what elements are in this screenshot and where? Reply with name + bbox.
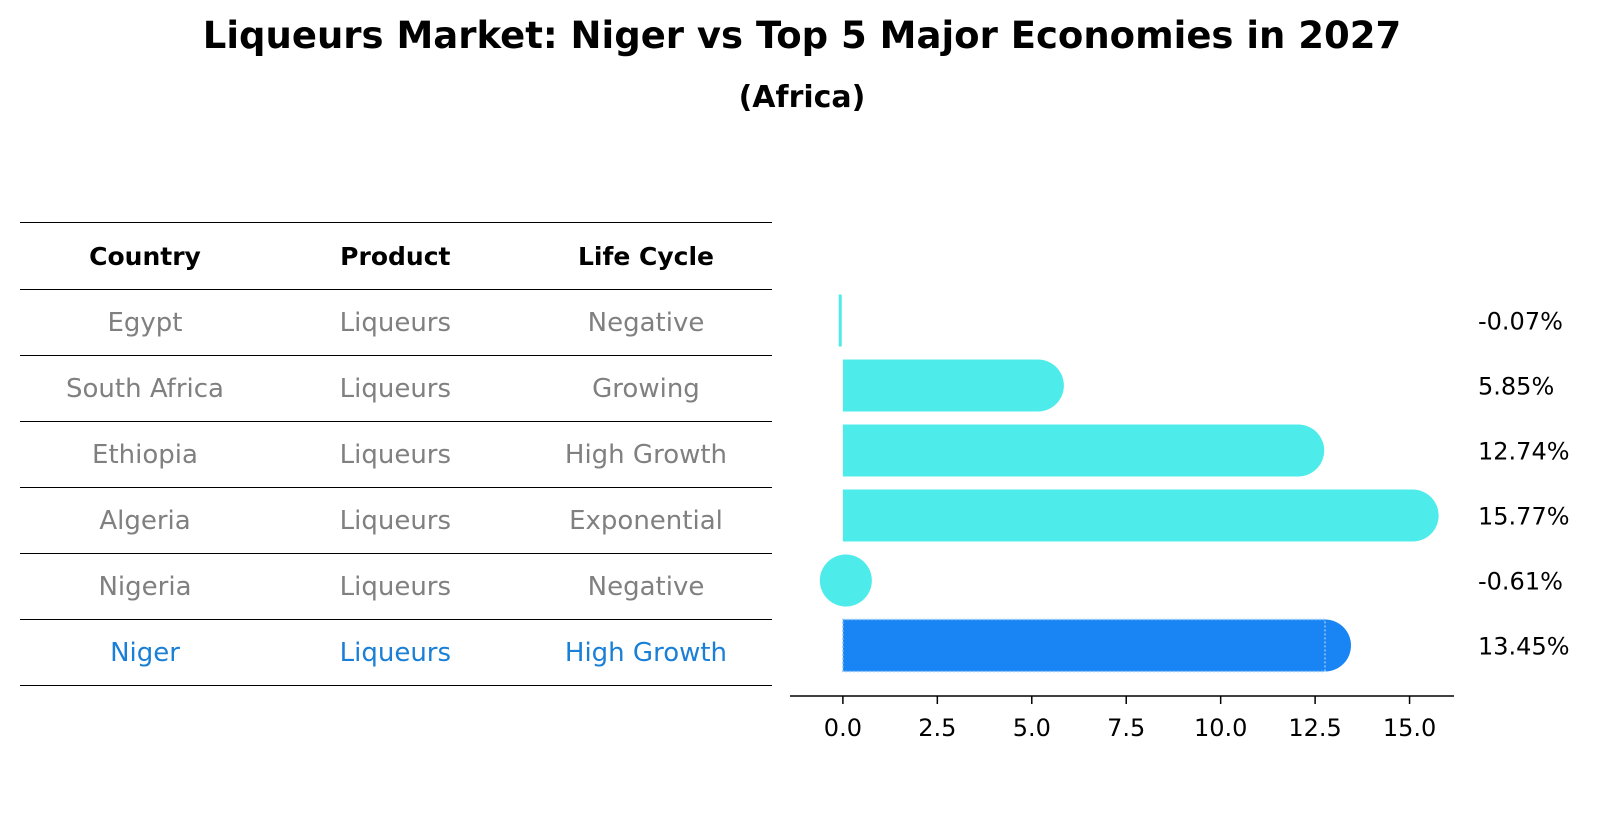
cell-country: South Africa (66, 373, 224, 404)
bar-value-label: 13.45% (1478, 633, 1570, 661)
cell-life-cycle: Negative (587, 307, 705, 338)
cell-product: Liqueurs (339, 505, 452, 536)
header-country: Country (89, 241, 201, 271)
bar-niger (842, 618, 1351, 673)
x-tick-label: 2.5 (918, 714, 956, 742)
bar-value-label: -0.07% (1478, 308, 1563, 336)
table-row: Nigeria Liqueurs Negative (20, 553, 772, 619)
header-product: Product (340, 241, 451, 271)
x-tick-label: 12.5 (1288, 714, 1341, 742)
chart-subtitle: (Africa) (738, 80, 866, 115)
cell-product: Liqueurs (339, 439, 452, 470)
bar-south-africa (842, 359, 1064, 412)
bar-nigeria (819, 554, 872, 607)
bar-value-label: -0.61% (1478, 568, 1563, 596)
cell-country: Ethiopia (92, 439, 198, 470)
bar-value-label: 5.85% (1478, 373, 1554, 401)
x-tick-label: 10.0 (1194, 714, 1247, 742)
bar-value-label: 12.74% (1478, 438, 1570, 466)
bar-ethiopia (842, 424, 1325, 477)
bar-value-label: 15.77% (1478, 503, 1570, 531)
x-tick-label: 5.0 (1013, 714, 1051, 742)
data-table: Country Product Life Cycle Egypt Liqueur… (20, 222, 772, 686)
table-row: South Africa Liqueurs Growing (20, 355, 772, 421)
cell-country: Niger (110, 637, 180, 668)
cell-country: Nigeria (98, 571, 192, 602)
table-header-row: Country Product Life Cycle (20, 222, 772, 289)
cell-life-cycle: Growing (592, 373, 700, 404)
table-row-highlight: Niger Liqueurs High Growth (20, 619, 772, 686)
x-tick-label: 7.5 (1107, 714, 1145, 742)
cell-country: Algeria (99, 505, 191, 536)
cell-life-cycle: Exponential (569, 505, 723, 536)
cell-product: Liqueurs (339, 373, 452, 404)
bar-chart: -0.07% 5.85% 12.74% 15.77% -0.61% 13.45% 0.0 2.… (790, 294, 1570, 742)
table-row: Egypt Liqueurs Negative (20, 289, 772, 355)
x-tick-label: 15.0 (1383, 714, 1436, 742)
bar-algeria (842, 489, 1439, 542)
bar-egypt (838, 294, 842, 347)
cell-life-cycle: High Growth (564, 439, 728, 470)
table-row: Algeria Liqueurs Exponential (20, 487, 772, 553)
cell-life-cycle: High Growth (564, 637, 728, 668)
header-life-cycle: Life Cycle (577, 241, 714, 271)
x-tick-label: 0.0 (824, 714, 862, 742)
cell-product: Liqueurs (339, 637, 452, 668)
cell-product: Liqueurs (339, 307, 452, 338)
cell-life-cycle: Negative (587, 571, 705, 602)
cell-product: Liqueurs (339, 571, 452, 602)
cell-country: Egypt (107, 307, 183, 338)
table-row: Ethiopia Liqueurs High Growth (20, 421, 772, 487)
chart-title: Liqueurs Market: Niger vs Top 5 Major Ec… (202, 14, 1402, 57)
